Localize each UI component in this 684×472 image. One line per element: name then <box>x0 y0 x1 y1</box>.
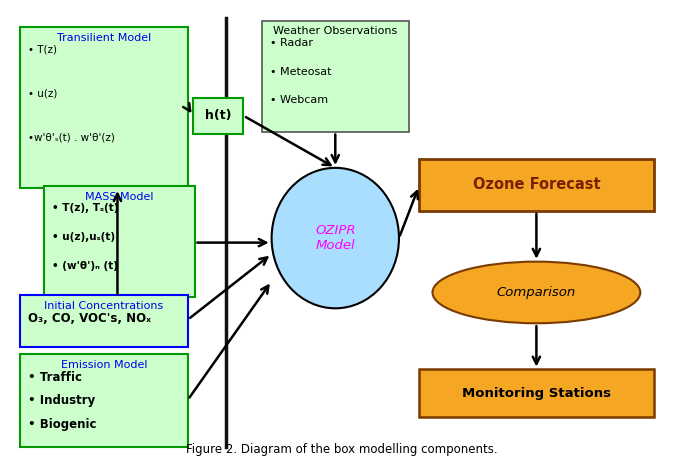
FancyBboxPatch shape <box>21 295 188 347</box>
FancyBboxPatch shape <box>44 186 194 297</box>
FancyBboxPatch shape <box>419 370 654 417</box>
Text: MASS Model: MASS Model <box>85 192 153 202</box>
Text: O₃, CO, VOC's, NOₓ: O₃, CO, VOC's, NOₓ <box>28 312 151 325</box>
Text: Initial Concentrations: Initial Concentrations <box>44 301 163 311</box>
FancyBboxPatch shape <box>261 21 409 132</box>
Text: •w'θ'ₛ(t) . w'θ'(z): •w'θ'ₛ(t) . w'θ'(z) <box>28 133 115 143</box>
Text: • u(z),uₛ(t): • u(z),uₛ(t) <box>52 232 115 242</box>
Text: Ozone Forecast: Ozone Forecast <box>473 177 600 192</box>
Text: • Biogenic: • Biogenic <box>28 418 97 430</box>
Text: Transilient Model: Transilient Model <box>57 33 151 43</box>
FancyBboxPatch shape <box>21 354 188 447</box>
Text: • Meteosat: • Meteosat <box>269 67 331 76</box>
Ellipse shape <box>432 261 640 323</box>
Text: h(t): h(t) <box>205 109 232 122</box>
Ellipse shape <box>272 168 399 308</box>
Text: Monitoring Stations: Monitoring Stations <box>462 387 611 400</box>
Text: • (w'θ')ₙ (t): • (w'θ')ₙ (t) <box>52 261 118 271</box>
Text: • Webcam: • Webcam <box>269 95 328 105</box>
Text: OZIPR
Model: OZIPR Model <box>315 224 356 252</box>
Text: • Industry: • Industry <box>28 394 96 407</box>
Text: Emission Model: Emission Model <box>61 360 147 370</box>
Text: Comparison: Comparison <box>497 286 576 299</box>
Text: • T(z): • T(z) <box>28 44 57 55</box>
Text: • u(z): • u(z) <box>28 89 57 99</box>
Text: • Radar: • Radar <box>269 38 313 48</box>
Text: • Traffic: • Traffic <box>28 371 82 384</box>
Text: Weather Observations: Weather Observations <box>273 26 397 36</box>
FancyBboxPatch shape <box>193 98 244 134</box>
FancyBboxPatch shape <box>21 27 188 188</box>
FancyBboxPatch shape <box>419 159 654 211</box>
Text: • T(z), Tₛ(t): • T(z), Tₛ(t) <box>52 203 118 213</box>
Text: Figure 2. Diagram of the box modelling components.: Figure 2. Diagram of the box modelling c… <box>186 443 498 455</box>
